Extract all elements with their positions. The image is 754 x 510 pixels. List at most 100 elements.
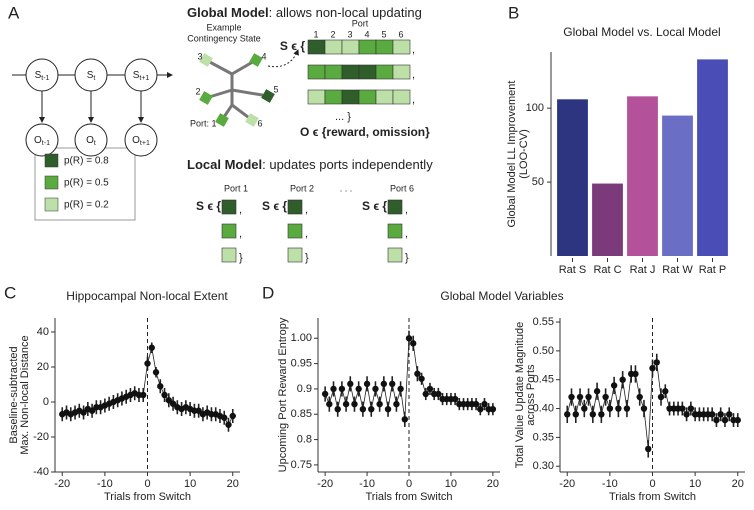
graph-port-label: 4 — [261, 51, 266, 61]
state-letter: S — [87, 70, 94, 81]
point — [585, 393, 592, 401]
y-tick-label: -20 — [33, 431, 49, 443]
chart-title: Global Model vs. Local Model — [563, 25, 720, 39]
port-square — [199, 91, 213, 105]
observation-sub: t-1 — [42, 140, 50, 147]
y-axis-label: Global Model LL Improvement — [506, 81, 518, 228]
graph-edge — [231, 88, 269, 98]
point — [368, 405, 375, 413]
set-close: } — [405, 252, 409, 264]
point — [610, 382, 618, 389]
y-axis-label: Max. Non-local Distance — [19, 335, 31, 454]
point — [418, 375, 425, 382]
state-cell — [358, 64, 377, 80]
comma: , — [305, 228, 308, 240]
point — [414, 370, 421, 377]
y-axis-label: Total Value Update Magnitude — [514, 322, 526, 469]
point — [662, 388, 669, 395]
point — [708, 411, 716, 418]
point — [657, 393, 665, 401]
point — [144, 360, 151, 367]
point — [602, 393, 609, 401]
state-label: St+1 — [133, 70, 150, 82]
point — [393, 400, 400, 408]
comma: , — [305, 204, 308, 216]
x-tick-label: Rat C — [593, 264, 621, 276]
point — [593, 388, 601, 395]
state-sub: t — [93, 75, 95, 82]
observation-node — [74, 123, 108, 157]
state-cell — [358, 39, 377, 55]
point — [376, 400, 383, 408]
point — [734, 416, 741, 424]
point — [342, 400, 350, 408]
observation-node — [124, 123, 158, 157]
point — [195, 407, 202, 414]
x-axis-label: Trials from Switch — [609, 491, 696, 503]
legend-swatch — [44, 197, 59, 212]
example-label: Contingency State — [187, 33, 261, 43]
x-tick-label: 0 — [649, 478, 655, 490]
x-tick-label: 0 — [144, 478, 150, 490]
port-square — [215, 113, 229, 127]
local-port: Port 1 — [224, 183, 248, 193]
observation-label: Ot — [86, 135, 96, 147]
point — [221, 414, 228, 421]
point — [397, 385, 404, 393]
point — [426, 385, 434, 393]
x-tick-label: 0 — [406, 478, 412, 490]
x-tick-label: Rat J — [630, 264, 656, 276]
observation-label: Ot+1 — [132, 135, 150, 147]
panel-label: A — [8, 3, 20, 22]
x-tick-label: 10 — [689, 478, 701, 490]
point — [640, 405, 648, 412]
point — [363, 380, 371, 388]
state-cell — [324, 89, 343, 105]
y-tick-label: 100 — [526, 102, 544, 114]
y-tick-label: 0.9 — [297, 383, 312, 395]
y-tick-label: 0.50 — [533, 345, 554, 357]
y-tick-label: 0.55 — [533, 316, 554, 328]
comma: , — [239, 228, 242, 240]
y-axis-label: Baseline-subtracted — [8, 346, 20, 443]
point — [380, 380, 388, 388]
local-cell — [287, 223, 303, 239]
comma: , — [405, 228, 408, 240]
point — [229, 412, 236, 420]
point — [338, 385, 346, 393]
point — [225, 421, 232, 428]
panel-label: D — [262, 283, 274, 302]
point — [683, 411, 690, 418]
port-square — [199, 53, 213, 67]
bar — [557, 99, 588, 256]
comma: , — [412, 44, 415, 56]
point — [88, 407, 96, 414]
local-cell — [287, 247, 303, 263]
point — [326, 400, 333, 408]
point — [148, 344, 155, 351]
x-axis-label: Trials from Switch — [366, 491, 453, 503]
local-cell — [387, 199, 403, 215]
state-cell — [324, 64, 343, 80]
local-set-open: S ϵ { — [196, 199, 221, 213]
x-tick-label: -10 — [359, 478, 375, 490]
observation-sub: t+1 — [140, 140, 150, 147]
local-set-open: S ϵ { — [262, 199, 287, 213]
point — [568, 393, 575, 401]
point — [477, 405, 484, 413]
point — [80, 409, 87, 416]
y-tick-label: 0.30 — [533, 460, 554, 472]
graph-port-label: 2 — [195, 86, 200, 96]
y-tick-label: 0.45 — [533, 374, 554, 386]
point — [623, 405, 631, 412]
legend-swatch — [44, 153, 59, 168]
port-square — [261, 89, 275, 103]
y-tick-label: 0.85 — [291, 408, 312, 420]
legend-label: p(R) = 0.8 — [64, 156, 109, 167]
y-axis-label: Upcoming Port Reward Entropy — [277, 317, 289, 472]
point — [713, 416, 720, 424]
observation-letter: O — [34, 135, 42, 146]
point — [409, 340, 417, 347]
point — [334, 405, 341, 413]
point — [389, 380, 396, 388]
